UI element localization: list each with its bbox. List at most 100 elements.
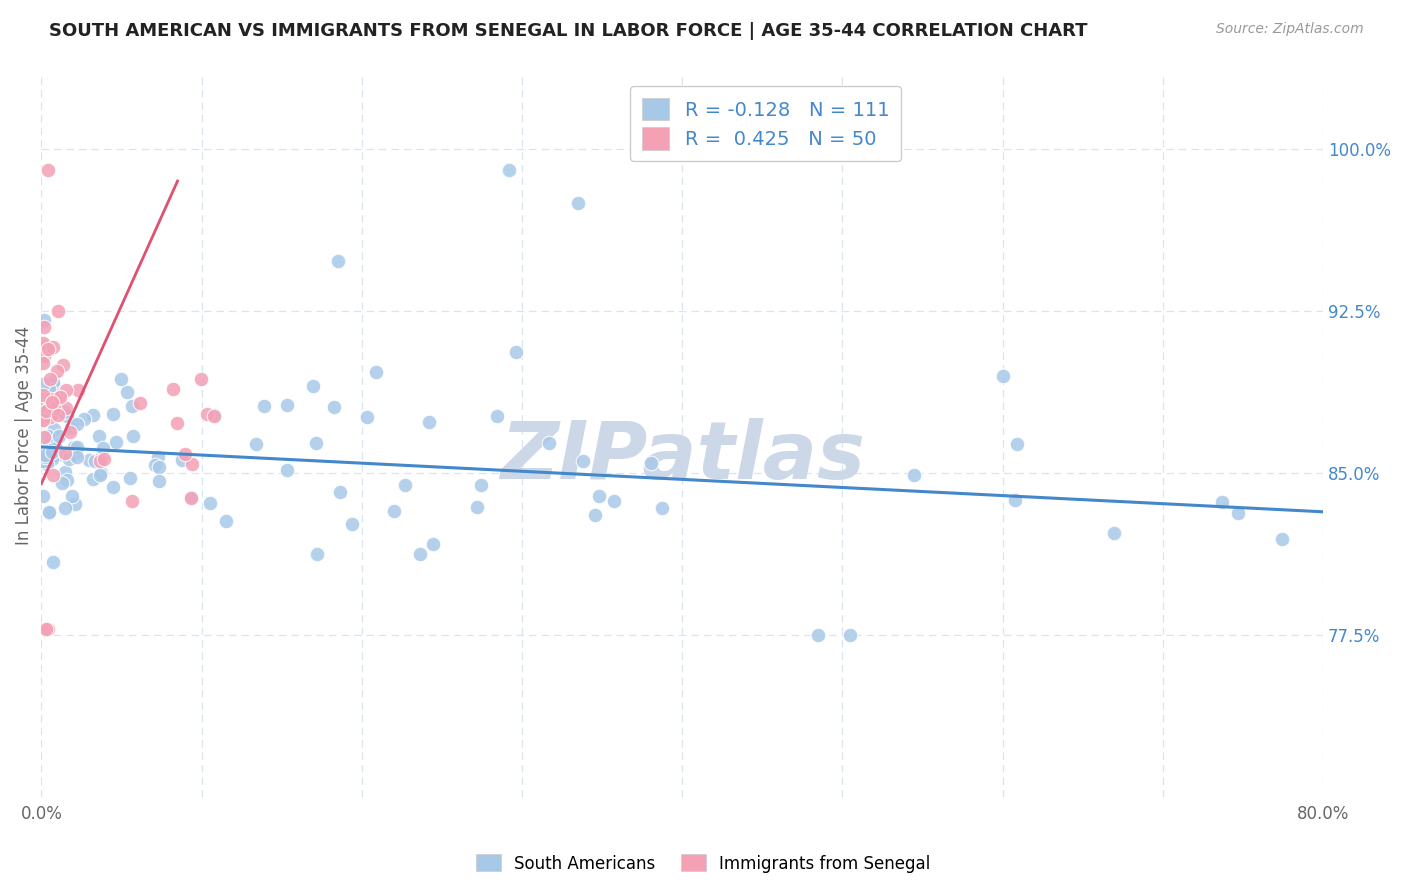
Point [59,425,82,439]
Point [90,467,112,481]
Point [143,458,166,472]
Point [35,622,58,636]
Point [181,457,204,471]
Point [90,450,112,465]
Point [394,478,416,492]
Point [65,450,87,464]
Point [903,467,925,482]
Point [38,392,60,406]
Point [418,415,440,429]
Point [35,404,58,418]
Point [38,505,60,519]
Point [34,448,56,462]
Point [364,365,387,379]
Point [32,413,55,427]
Point [170,452,193,467]
Point [1104,526,1126,541]
Point [41,444,63,458]
Point [59,421,82,435]
Point [55,384,77,398]
Point [214,514,236,528]
Point [46,391,69,405]
Point [58,452,80,467]
Y-axis label: In Labor Force | Age 35-44: In Labor Force | Age 35-44 [15,326,32,545]
Point [121,399,143,413]
Point [1005,436,1028,450]
Point [567,195,589,210]
Text: ZIPatlas: ZIPatlas [499,417,865,496]
Point [62,440,84,454]
Point [37,622,59,636]
Point [498,163,520,178]
Point [32,489,55,503]
Point [60,490,83,504]
Point [807,628,830,642]
Point [55,401,77,415]
Point [37,163,59,178]
Point [51,476,73,491]
Point [56,473,79,487]
Point [41,555,63,569]
Point [35,343,58,357]
Point [44,401,66,416]
Point [53,500,76,515]
Point [42,379,65,393]
Point [46,304,69,318]
Point [148,460,170,475]
Point [34,450,56,465]
Point [38,382,60,396]
Point [382,504,405,518]
Point [32,445,55,459]
Point [340,516,363,531]
Point [166,417,188,431]
Legend: R = -0.128   N = 111, R =  0.425   N = 50: R = -0.128 N = 111, R = 0.425 N = 50 [630,87,901,161]
Point [195,407,218,421]
Point [32,319,55,334]
Point [105,434,128,449]
Point [38,408,60,422]
Point [305,435,328,450]
Point [66,417,89,432]
Point [329,484,352,499]
Point [470,477,492,491]
Point [83,454,105,468]
Point [35,457,58,471]
Point [32,342,55,356]
Legend: South Americans, Immigrants from Senegal: South Americans, Immigrants from Senegal [470,847,936,880]
Point [49,446,72,460]
Point [117,385,139,400]
Point [991,368,1014,383]
Point [32,430,55,444]
Point [651,501,673,516]
Point [486,409,509,423]
Point [46,364,69,378]
Point [82,472,104,486]
Point [63,497,86,511]
Point [52,405,75,419]
Point [42,340,65,354]
Point [32,388,55,402]
Point [305,547,328,561]
Point [38,438,60,452]
Point [34,313,56,327]
Point [103,480,125,494]
Point [572,453,595,467]
Point [32,392,55,406]
Point [44,438,66,452]
Point [190,372,212,386]
Point [640,456,662,470]
Point [41,384,63,398]
Point [38,410,60,425]
Point [180,491,202,506]
Point [1271,532,1294,546]
Point [77,453,100,467]
Point [60,416,83,430]
Point [122,429,145,443]
Point [103,407,125,421]
Point [200,496,222,510]
Point [148,474,170,488]
Point [148,450,170,464]
Point [302,379,325,393]
Point [89,468,111,483]
Point [583,508,606,523]
